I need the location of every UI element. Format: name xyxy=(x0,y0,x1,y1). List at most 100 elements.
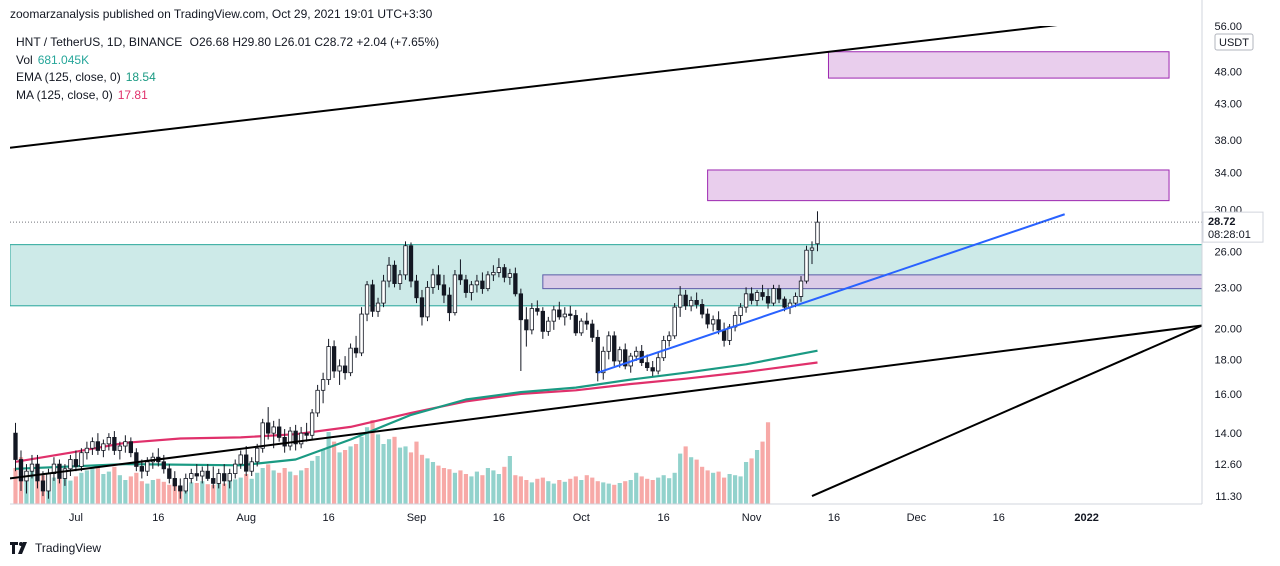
candle-body[interactable] xyxy=(606,335,611,352)
candle-body[interactable] xyxy=(436,274,441,286)
candle-body[interactable] xyxy=(359,313,364,354)
candle-body[interactable] xyxy=(309,412,315,436)
candle-body[interactable] xyxy=(364,284,370,315)
candle-body[interactable] xyxy=(579,320,584,334)
currency-label[interactable]: USDT xyxy=(1219,37,1249,49)
candle-body[interactable] xyxy=(375,302,381,312)
candle-body[interactable] xyxy=(815,221,820,245)
candle-body[interactable] xyxy=(68,459,73,470)
candle-body[interactable] xyxy=(721,329,727,341)
candle-body[interactable] xyxy=(804,249,809,282)
candle-body[interactable] xyxy=(408,245,414,282)
currency-badge[interactable] xyxy=(1214,33,1254,51)
candle-body[interactable] xyxy=(315,389,320,414)
purple-zone-high[interactable] xyxy=(827,51,1170,79)
candle-body[interactable] xyxy=(73,459,79,467)
candle-body[interactable] xyxy=(546,320,551,332)
candle-body[interactable] xyxy=(743,293,749,308)
candle-body[interactable] xyxy=(590,323,595,338)
candle-body[interactable] xyxy=(699,304,705,315)
candle-body[interactable] xyxy=(90,441,95,449)
candle-body[interactable] xyxy=(205,470,210,479)
channel-upper-line[interactable] xyxy=(10,18,1120,149)
candle-body[interactable] xyxy=(496,267,502,273)
candle-body[interactable] xyxy=(172,478,177,487)
candle-body[interactable] xyxy=(233,463,238,474)
candle-body[interactable] xyxy=(353,347,359,354)
legend-symbol-row[interactable]: HNT / TetherUS, 1D, BINANCE O26.68 H29.8… xyxy=(16,34,439,52)
candle-body[interactable] xyxy=(167,468,172,479)
candle-body[interactable] xyxy=(271,426,276,434)
candle-body[interactable] xyxy=(266,422,271,434)
candle-body[interactable] xyxy=(419,297,425,318)
candle-body[interactable] xyxy=(222,473,227,482)
candle-body[interactable] xyxy=(754,292,760,301)
candle-body[interactable] xyxy=(425,286,430,318)
candle-body[interactable] xyxy=(18,459,24,482)
candle-body[interactable] xyxy=(414,280,419,299)
candle-body[interactable] xyxy=(502,267,507,278)
candle-body[interactable] xyxy=(710,319,716,325)
candle-body[interactable] xyxy=(458,274,463,281)
candle-body[interactable] xyxy=(562,313,567,318)
candle-body[interactable] xyxy=(326,346,331,381)
candle-body[interactable] xyxy=(161,461,166,470)
candle-body[interactable] xyxy=(513,273,518,295)
candle-body[interactable] xyxy=(430,274,436,288)
candle-body[interactable] xyxy=(117,445,123,451)
candle-body[interactable] xyxy=(776,288,782,300)
candle-body[interactable] xyxy=(211,478,216,484)
candle-body[interactable] xyxy=(134,452,139,467)
candle-body[interactable] xyxy=(112,436,117,451)
candle-body[interactable] xyxy=(95,441,101,451)
candle-body[interactable] xyxy=(623,349,628,367)
candle-body[interactable] xyxy=(650,367,655,372)
candle-body[interactable] xyxy=(469,284,474,293)
candle-body[interactable] xyxy=(260,422,265,449)
ma-125-line[interactable] xyxy=(15,361,818,463)
candle-body[interactable] xyxy=(716,319,721,331)
candle-body[interactable] xyxy=(392,264,397,284)
candle-body[interactable] xyxy=(277,426,282,438)
candle-body[interactable] xyxy=(194,473,199,477)
candle-body[interactable] xyxy=(293,430,298,445)
candle-body[interactable] xyxy=(683,294,688,307)
candle-body[interactable] xyxy=(645,362,650,369)
candle-body[interactable] xyxy=(441,284,447,296)
candle-body[interactable] xyxy=(568,313,573,316)
symbol-title[interactable]: HNT / TetherUS, 1D, BINANCE xyxy=(16,35,183,49)
candle-body[interactable] xyxy=(524,319,529,331)
candle-body[interactable] xyxy=(123,441,128,447)
candle-body[interactable] xyxy=(386,264,392,282)
candle-body[interactable] xyxy=(29,463,35,472)
candle-body[interactable] xyxy=(35,463,40,482)
candle-body[interactable] xyxy=(84,447,90,454)
candle-body[interactable] xyxy=(128,441,134,454)
candle-body[interactable] xyxy=(101,443,106,451)
candle-body[interactable] xyxy=(656,357,661,372)
channel-bottom-line[interactable] xyxy=(811,324,1202,498)
candle-body[interactable] xyxy=(809,247,815,251)
purple-zone-low[interactable] xyxy=(542,274,1202,290)
channel-lower-line[interactable] xyxy=(10,324,1202,480)
candle-body[interactable] xyxy=(189,473,194,479)
candle-body[interactable] xyxy=(705,313,710,325)
candle-body[interactable] xyxy=(139,466,144,472)
candle-body[interactable] xyxy=(529,308,535,331)
plot-area[interactable] xyxy=(10,18,1202,504)
candle-body[interactable] xyxy=(793,296,798,304)
candle-body[interactable] xyxy=(342,365,348,374)
candle-body[interactable] xyxy=(480,280,485,290)
candle-body[interactable] xyxy=(507,273,513,278)
candle-body[interactable] xyxy=(403,245,408,276)
candle-body[interactable] xyxy=(348,347,353,374)
candle-body[interactable] xyxy=(238,454,243,465)
candle-body[interactable] xyxy=(337,365,342,372)
candle-body[interactable] xyxy=(298,432,304,445)
candle-body[interactable] xyxy=(244,454,249,472)
candle-body[interactable] xyxy=(200,470,205,477)
candle-body[interactable] xyxy=(474,280,480,286)
candle-body[interactable] xyxy=(320,379,326,391)
candle-body[interactable] xyxy=(463,279,469,293)
